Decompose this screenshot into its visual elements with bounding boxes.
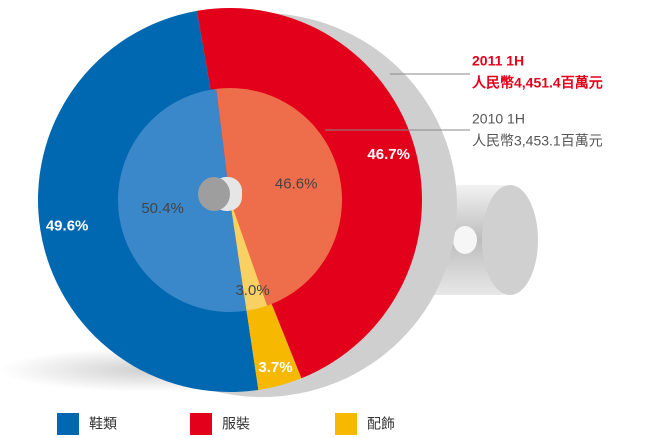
series-note: 人民幣3,453.1百萬元: [472, 133, 603, 149]
value-label: 46.7%: [367, 146, 410, 163]
legend-swatch: [57, 413, 79, 435]
chart: 2011 1H 人民幣4,451.4百萬元 2010 1H 人民幣3,453.1…: [0, 0, 648, 438]
legend-label: 服裝: [222, 416, 250, 432]
legend-label: 配飾: [367, 416, 395, 432]
series-name: 2011 1H: [472, 53, 524, 69]
series-note: 人民幣4,451.4百萬元: [472, 75, 603, 91]
value-label: 49.6%: [46, 217, 89, 234]
legend-label: 鞋類: [89, 416, 117, 432]
legend-swatch: [190, 413, 212, 435]
value-label: 3.0%: [235, 282, 269, 299]
value-label: 46.6%: [275, 175, 318, 192]
series-name: 2010 1H: [472, 111, 525, 127]
legend-swatch: [335, 413, 357, 435]
center-hub: [198, 177, 242, 211]
value-label: 50.4%: [141, 200, 184, 217]
value-label: 3.7%: [258, 359, 292, 376]
